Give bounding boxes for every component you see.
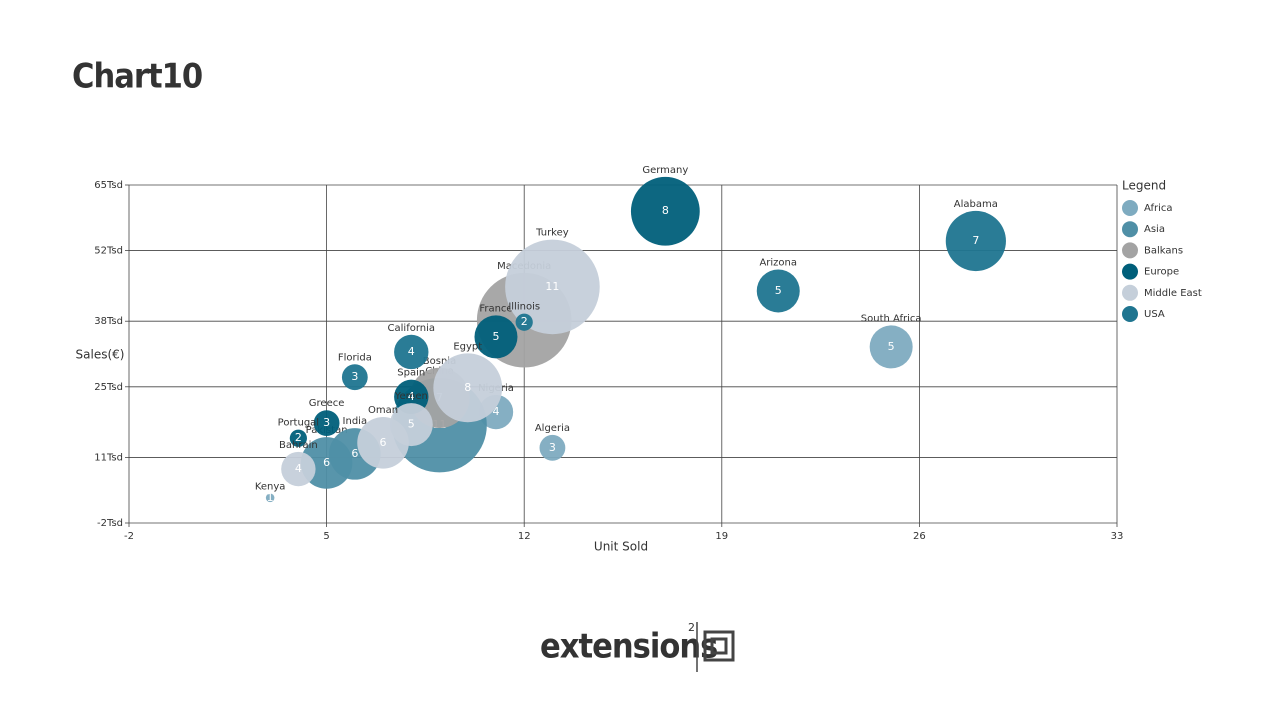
x-tick-label: 5 xyxy=(323,531,329,542)
bubble-size-label: 3 xyxy=(323,416,330,429)
logo-text: extensions xyxy=(540,627,717,667)
bubble xyxy=(265,493,275,503)
bubble-name-label: Alabama xyxy=(954,199,998,210)
y-tick-label: 25Tsd xyxy=(94,382,123,393)
bubble-name-label: Kenya xyxy=(255,481,286,492)
bubble-name-label: India xyxy=(343,416,368,427)
bubble-size-label: 5 xyxy=(775,284,782,297)
legend-title: Legend xyxy=(1122,179,1166,193)
y-tick-label: 11Tsd xyxy=(94,452,123,463)
page-title: Chart10 xyxy=(72,57,202,97)
bubble-name-label: Portugal xyxy=(278,418,319,429)
bubble-size-label: 3 xyxy=(549,441,556,454)
bubble xyxy=(281,451,316,487)
x-tick-label: 19 xyxy=(715,531,728,542)
bubble-size-label: 4 xyxy=(408,345,415,358)
bubble xyxy=(515,313,533,331)
bubble-name-label: South Africa xyxy=(861,313,922,324)
bubble xyxy=(313,410,340,437)
legend-label: Asia xyxy=(1144,224,1165,235)
bubble xyxy=(289,429,307,447)
legend-swatch xyxy=(1122,263,1138,280)
bubble-size-label: 5 xyxy=(492,330,499,343)
logo-icon xyxy=(703,630,735,662)
legend-swatch xyxy=(1122,284,1138,301)
y-tick-label: -2Tsd xyxy=(97,518,123,529)
bubble-size-label: 1 xyxy=(267,491,274,504)
y-axis-label: Sales(€) xyxy=(76,348,125,362)
bubble xyxy=(945,210,1006,272)
bubble-size-label: 8 xyxy=(662,204,669,217)
legend-swatch xyxy=(1122,200,1138,216)
bubble xyxy=(474,315,518,359)
bubble-size-label: 4 xyxy=(492,405,499,418)
bubble-name-label: Oman xyxy=(368,405,398,416)
bubble-size-label: 4 xyxy=(295,462,302,475)
legend-label: USA xyxy=(1144,309,1165,320)
logo-sup: 2 xyxy=(688,621,695,634)
bubble-name-label: Yemen xyxy=(394,391,428,402)
bubble-name-label: Spain xyxy=(397,368,425,379)
legend-label: Balkans xyxy=(1144,245,1183,256)
legend-swatch xyxy=(1122,306,1138,322)
bubble-size-label: 2 xyxy=(295,431,302,444)
bubble xyxy=(341,364,368,391)
legend-label: Europe xyxy=(1144,267,1179,278)
legend-label: Africa xyxy=(1144,203,1173,214)
bubble-size-label: 11 xyxy=(545,280,559,293)
bubble-name-label: California xyxy=(388,323,436,334)
bubble-name-label: Bahrain xyxy=(279,440,318,451)
bubble-size-label: 6 xyxy=(351,447,358,460)
bubble xyxy=(433,353,503,423)
bubble-size-label: 6 xyxy=(323,456,330,469)
bubble-name-label: Algeria xyxy=(535,423,570,434)
bubble-size-label: 5 xyxy=(888,340,895,353)
bubble-size-label: 8 xyxy=(464,381,471,394)
bubble-size-label: 3 xyxy=(351,370,358,383)
bubble xyxy=(869,325,913,369)
logo-icon xyxy=(710,637,728,655)
bubble-size-label: 5 xyxy=(408,418,415,431)
bubble-name-label: Bosnia xyxy=(423,356,456,367)
x-tick-label: -2 xyxy=(124,531,134,542)
y-tick-label: 38Tsd xyxy=(94,316,123,327)
bubble-size-label: 2 xyxy=(521,315,528,328)
x-axis-label: Unit Sold xyxy=(594,540,648,554)
bubble-name-label: Turkey xyxy=(535,228,569,239)
bubble-size-label: 4 xyxy=(408,390,415,403)
bubble-size-label: 6 xyxy=(380,436,387,449)
bubble-name-label: Egypt xyxy=(453,341,482,352)
legend-label: Middle East xyxy=(1144,288,1202,299)
x-tick-label: 12 xyxy=(518,531,531,542)
x-tick-label: 33 xyxy=(1111,531,1124,542)
legend-swatch xyxy=(1122,221,1138,238)
bubble xyxy=(394,334,429,370)
bubble-name-label: Germany xyxy=(642,165,688,176)
x-tick-label: 26 xyxy=(913,531,926,542)
y-tick-label: 52Tsd xyxy=(94,246,123,257)
legend-swatch xyxy=(1122,242,1138,259)
bubble xyxy=(756,269,800,313)
bubble-name-label: France xyxy=(479,303,512,314)
bubble-size-label: 7 xyxy=(972,234,979,247)
bubble xyxy=(357,416,409,469)
bubble-name-label: Greece xyxy=(309,398,345,409)
bubble xyxy=(505,239,600,335)
bubble-name-label: Arizona xyxy=(759,257,797,268)
bubble-name-label: Florida xyxy=(338,352,372,363)
bubble-name-label: Illinois xyxy=(508,302,540,313)
bubble xyxy=(630,176,700,246)
bubble xyxy=(539,434,566,461)
y-tick-label: 65Tsd xyxy=(94,180,123,191)
